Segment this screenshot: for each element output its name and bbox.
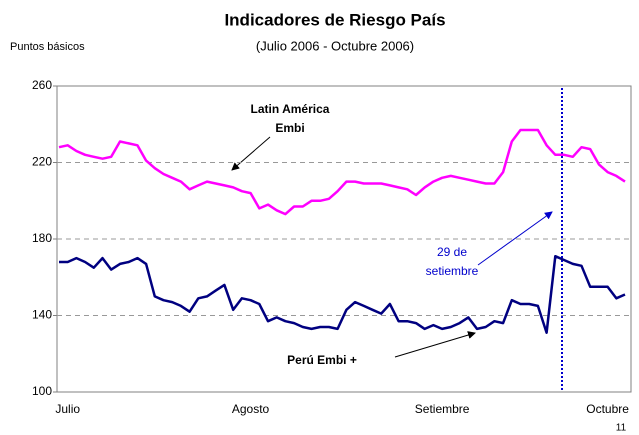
y-tick-label: 180 [32,231,52,245]
series-line [59,254,626,334]
y-tick-label: 140 [32,308,52,322]
annotation: 29 de [437,245,467,259]
annotation: Latin América [251,102,330,116]
y-tick-label: 100 [32,384,52,398]
y-tick-label: 260 [32,78,52,92]
x-tick-label: Octubre [586,402,629,416]
chart-subtitle: (Julio 2006 - Octubre 2006) [256,38,414,53]
x-tick-label: Setiembre [415,402,470,416]
annotation-arrow [394,331,476,358]
y-tick-label: 220 [32,155,52,169]
y-axis-label: Puntos básicos [10,41,85,53]
annotation: Perú Embi + [287,353,357,367]
annotation-arrow [477,211,553,266]
annotation: setiembre [426,264,479,278]
x-tick-label: Agosto [232,402,270,416]
x-tick-label: Julio [55,402,80,416]
series-line [58,128,626,216]
chart-title: Indicadores de Riesgo País [224,10,445,29]
page-number: 11 [616,423,627,434]
annotation-arrow [231,136,271,171]
annotation: Embi [275,121,304,135]
